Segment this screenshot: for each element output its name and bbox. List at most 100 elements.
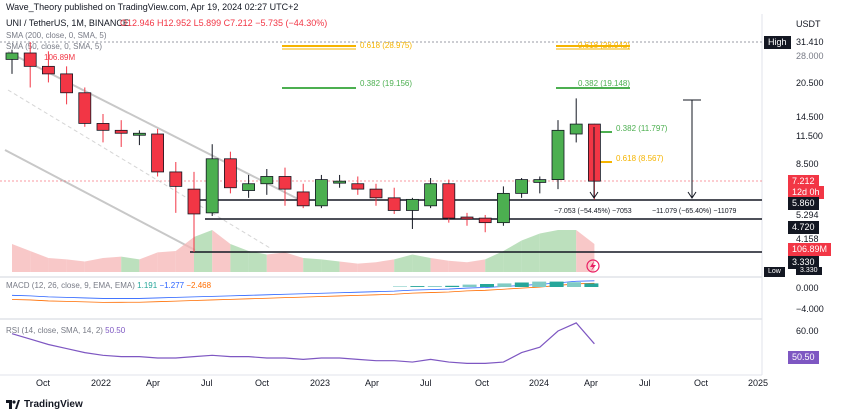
time-axis-label: Oct	[475, 378, 490, 388]
candle-body	[387, 197, 401, 211]
measure-arrowhead-1	[589, 191, 599, 199]
measure-label-1: −7.053 (−54.45%) −7053	[554, 208, 632, 215]
macd-hist-bar	[427, 286, 442, 287]
macd-hist-value: 1.191	[137, 281, 158, 290]
volume-area	[139, 252, 158, 272]
symbol-title[interactable]: UNI / TetherUS, 1M, BINANCE	[6, 18, 129, 28]
volume-area	[321, 259, 340, 272]
price-level-5294: 5.294	[796, 210, 819, 220]
rsi-legend-value: 50.50	[105, 326, 126, 335]
price-level-28: 28.000	[796, 51, 824, 61]
macd-signal-value: −2.468	[186, 281, 212, 290]
candle-body	[169, 171, 183, 187]
rsi-line	[11, 322, 595, 364]
volume-area	[558, 230, 577, 272]
close-price-tag: 7.212	[788, 175, 819, 188]
macd-hist-bar	[410, 286, 425, 287]
macd-hist-bar	[445, 285, 460, 287]
time-axis-label: Jul	[639, 378, 651, 388]
low-tag-label: Low	[764, 267, 785, 277]
candle-body	[424, 183, 438, 207]
volume-area	[212, 230, 231, 272]
volume-histogram	[12, 230, 595, 272]
macd-pane	[11, 280, 599, 303]
tradingview-brand: TradingView	[24, 399, 83, 410]
volume-area	[103, 256, 122, 272]
macd-signal-line	[11, 282, 595, 303]
volume-area	[521, 233, 540, 272]
volume-area	[448, 260, 467, 272]
volume-area	[412, 254, 431, 272]
tradingview-icon	[6, 400, 20, 409]
macd-hist-bar	[393, 286, 407, 287]
candle-body	[569, 123, 583, 135]
high-tag-label: High	[764, 36, 791, 49]
macd-hist-bar	[549, 281, 564, 287]
volume-area	[357, 262, 376, 272]
volume-area	[467, 259, 486, 272]
volume-area	[285, 252, 304, 272]
publish-caption: Wave_Theory published on TradingView.com…	[6, 2, 299, 12]
macd-hist-bar	[567, 282, 581, 287]
price-level-4158: 4.158	[796, 234, 819, 244]
price-level-8_5: 8.500	[796, 159, 819, 169]
candle-body	[23, 52, 37, 67]
volume-area	[84, 258, 103, 272]
volume-area	[394, 254, 413, 272]
time-axis-label: Jul	[201, 378, 213, 388]
candle-body	[5, 52, 19, 60]
candle-body	[351, 183, 365, 190]
volume-area	[485, 251, 504, 272]
price-level-14_5: 14.500	[796, 112, 824, 122]
candle-body	[369, 188, 383, 199]
candle-body	[533, 179, 547, 183]
time-axis-label: Oct	[255, 378, 270, 388]
macd-legend[interactable]: MACD (12, 26, close, 9, EMA, EMA) 1.191 …	[6, 281, 211, 290]
macd-hist-bar	[532, 281, 547, 287]
candle-body	[223, 158, 237, 189]
candle-body	[278, 176, 292, 190]
candle-body	[260, 176, 274, 185]
sma200-legend[interactable]: SMA (200, close, 0, SMA, 5)	[6, 31, 107, 40]
volume-area	[157, 251, 176, 272]
rsi-legend[interactable]: RSI (14, close, SMA, 14, 2) 50.50	[6, 326, 125, 335]
volume-area	[66, 259, 85, 272]
macd-legend-label: MACD (12, 26, close, 9, EMA, EMA)	[6, 281, 135, 290]
macd-hist-bar	[514, 282, 529, 287]
volume-area	[194, 230, 213, 272]
macd-line	[11, 280, 595, 299]
time-axis-label: Oct	[694, 378, 709, 388]
countdown-tag: 12d 0h	[788, 186, 824, 199]
macd-hist-bar	[480, 284, 494, 287]
candle-body	[96, 123, 110, 131]
volume-area	[230, 244, 249, 272]
candle-body	[314, 179, 328, 207]
ohlc-high: H12.952	[157, 18, 192, 28]
volume-area	[175, 237, 194, 272]
rsi-legend-label: RSI (14, close, SMA, 14, 2)	[6, 326, 103, 335]
volume-area	[539, 230, 558, 272]
sma50-legend[interactable]: SMA (50, close, 0, SMA, 5)	[6, 42, 103, 51]
candle-body	[132, 132, 146, 136]
price-level-11_5: 11.500	[796, 131, 823, 141]
volume-area	[266, 252, 285, 272]
high-value: 31.410	[796, 37, 824, 47]
currency-label[interactable]: USDT	[796, 19, 821, 29]
tradingview-logo[interactable]: TradingView	[6, 399, 83, 410]
candle-body	[333, 180, 347, 184]
low-value: 3.330	[796, 267, 822, 275]
time-axis-label: 2022	[91, 378, 112, 388]
volume-legend-value: 106.89M	[44, 53, 76, 62]
upper-trendline	[7, 51, 301, 201]
candle-body	[114, 129, 128, 134]
candle-body	[296, 191, 310, 207]
support-tag-4720: 4.720	[788, 221, 819, 234]
macd-line-value: −1.277	[159, 281, 185, 290]
dashed-trendline	[7, 89, 271, 249]
ohlc-close: C7.212	[223, 18, 253, 28]
volume-area	[376, 259, 395, 272]
macd-axis-0: 0.000	[796, 283, 819, 293]
candle-body	[515, 179, 528, 194]
fib-gold-small-label: 0.618 (8.567)	[616, 154, 664, 163]
